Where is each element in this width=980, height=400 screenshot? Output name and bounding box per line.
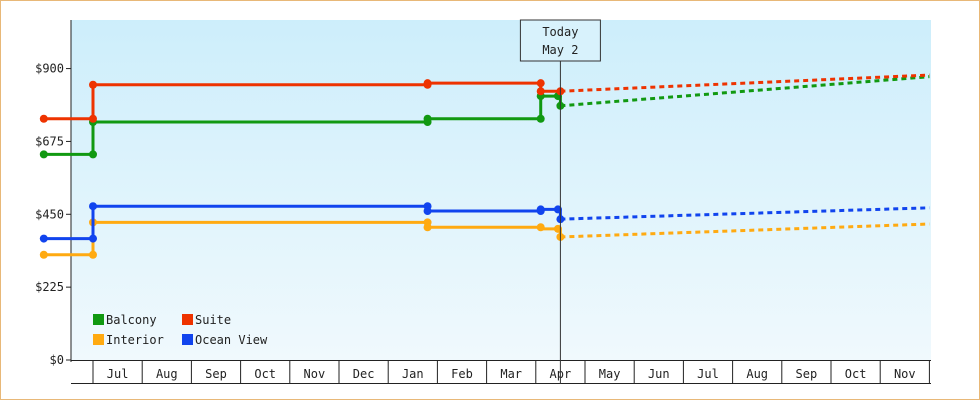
data-point-ocean-view[interactable] (39, 234, 48, 243)
x-tick-label: Jan (402, 367, 424, 381)
plot-area (71, 20, 931, 360)
x-tick-label: Aug (156, 367, 178, 381)
data-point-interior[interactable] (39, 250, 48, 259)
x-tick-label: Aug (746, 367, 768, 381)
x-tick-label: Sep (796, 367, 818, 381)
data-point-suite[interactable] (423, 79, 432, 88)
legend-label-ocean-view[interactable]: Ocean View (195, 333, 268, 347)
x-tick-label: Dec (353, 367, 375, 381)
legend-swatch-balcony[interactable] (93, 314, 104, 325)
forecast-line-balcony (560, 75, 930, 108)
x-tick-label: Nov (304, 367, 326, 381)
data-point-balcony[interactable] (89, 150, 97, 159)
x-tick-label: Feb (451, 367, 473, 381)
y-tick-label: $0 (50, 353, 64, 367)
data-point-suite[interactable] (536, 87, 545, 96)
data-point-interior[interactable] (536, 223, 545, 232)
y-tick-label: $450 (35, 207, 64, 221)
today-label: Today (542, 25, 578, 39)
data-point-ocean-view[interactable] (536, 205, 545, 214)
data-point-balcony[interactable] (423, 114, 432, 123)
x-tick-label: Sep (205, 367, 227, 381)
forecast-line-suite (560, 73, 930, 93)
x-tick-label: Jul (107, 367, 129, 381)
y-tick-label: $225 (35, 280, 64, 294)
today-marker-box (519, 19, 601, 62)
x-tick-label: Nov (894, 367, 916, 381)
data-point-interior[interactable] (423, 223, 432, 232)
legend-label-balcony[interactable]: Balcony (106, 313, 157, 327)
data-point-suite[interactable] (39, 114, 48, 123)
data-point-suite[interactable] (89, 114, 97, 123)
x-tick-label: Jun (648, 367, 670, 381)
x-tick-label: Mar (500, 367, 522, 381)
today-date-label: May 2 (542, 43, 578, 57)
legend-swatch-suite[interactable] (182, 314, 193, 325)
data-point-ocean-view[interactable] (423, 207, 432, 216)
y-tick-label: $675 (35, 134, 64, 148)
legend-label-suite[interactable]: Suite (195, 313, 231, 327)
x-tick-label: Jul (697, 367, 719, 381)
y-tick-label: $900 (35, 62, 64, 76)
data-point-balcony[interactable] (39, 150, 48, 159)
legend-swatch-interior[interactable] (93, 334, 104, 345)
data-point-ocean-view[interactable] (89, 202, 97, 211)
legend-swatch-ocean-view[interactable] (182, 334, 193, 345)
data-point-balcony[interactable] (536, 114, 545, 123)
x-tick-label: Oct (254, 367, 276, 381)
forecast-line-interior (560, 222, 930, 239)
legend-label-interior[interactable]: Interior (106, 333, 164, 347)
data-point-ocean-view[interactable] (89, 234, 97, 243)
x-tick-label: May (599, 367, 621, 381)
forecast-line-ocean-view (560, 206, 930, 221)
data-point-interior[interactable] (89, 250, 97, 259)
data-point-suite[interactable] (536, 79, 545, 88)
x-tick-label: Oct (845, 367, 867, 381)
data-point-suite[interactable] (89, 80, 97, 89)
